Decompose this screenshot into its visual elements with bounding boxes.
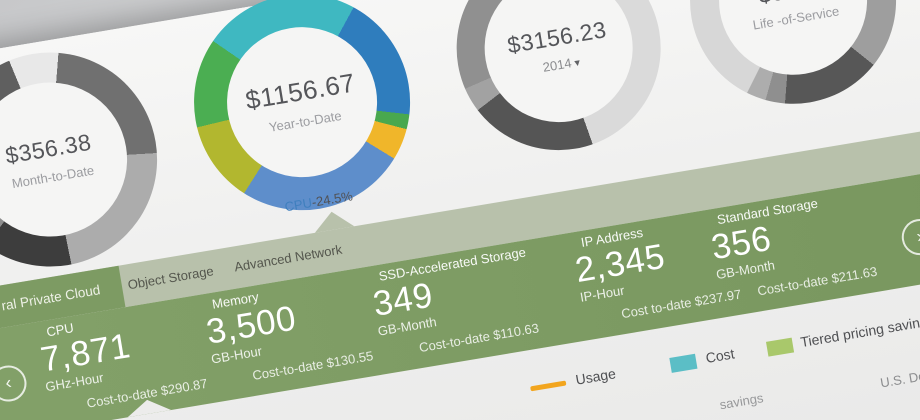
legend-cost-swatch	[669, 353, 698, 373]
donut-value: $356.38	[3, 128, 94, 169]
donut-month-to-date: $356.38 Month-to-Date	[0, 36, 174, 283]
currency-label: U.S. Dollars	[879, 364, 920, 391]
year-dropdown[interactable]: 2014▾	[541, 55, 582, 75]
legend-usage-line-swatch	[530, 380, 567, 392]
chevron-right-icon: ›	[915, 225, 920, 247]
donut-2014: $3156.23 2014▾	[441, 0, 677, 166]
chevron-down-icon: ▾	[573, 56, 582, 70]
savings-partial-label: savings	[718, 390, 765, 413]
legend-usage-label: Usage	[574, 365, 617, 388]
donut-value: $3156.23	[505, 16, 609, 59]
prev-arrow-button[interactable]: ‹	[0, 362, 30, 405]
donut-life-of-service: $5950 Life -of-Service	[674, 0, 912, 120]
legend-cost-label: Cost	[704, 345, 736, 366]
callout-metric: CPU	[283, 195, 314, 215]
legend-tiered-savings-swatch	[765, 337, 795, 357]
donut-label: Year-to-Date	[267, 107, 343, 135]
chevron-left-icon: ‹	[3, 372, 13, 393]
legend-tiered-savings-label: Tiered pricing savings	[799, 311, 920, 351]
strip-caret-up-icon	[311, 208, 355, 233]
